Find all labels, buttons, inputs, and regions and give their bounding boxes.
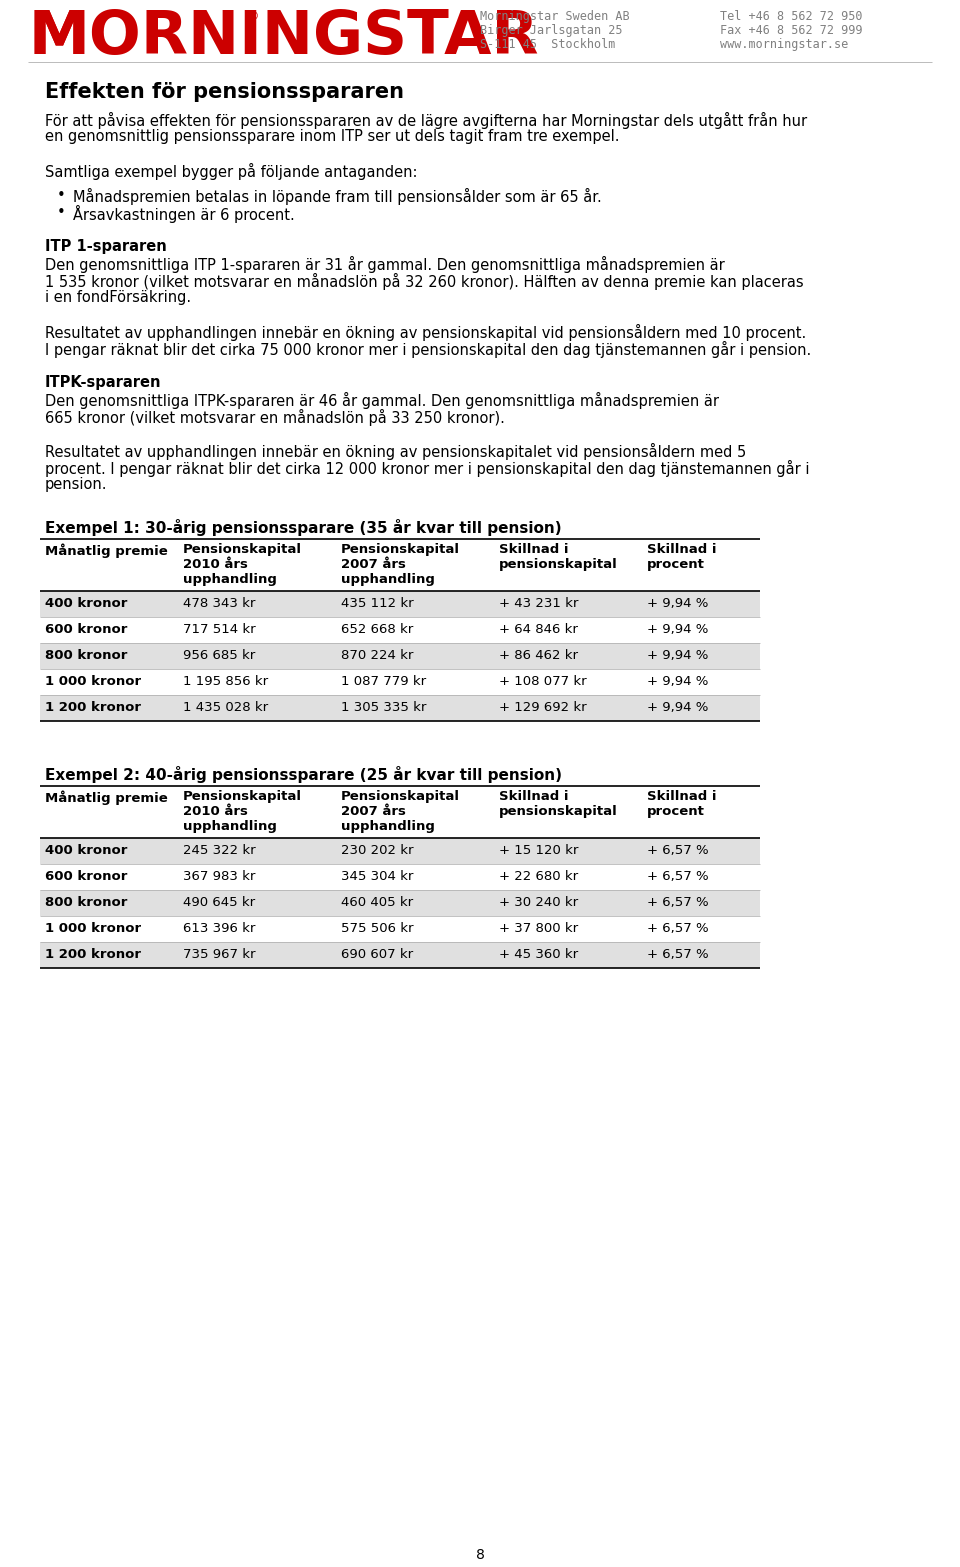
Text: •: •	[57, 188, 65, 204]
Bar	[40, 591, 760, 617]
Text: Resultatet av upphandlingen innebär en ökning av pensionskapitalet vid pensionså: Resultatet av upphandlingen innebär en ö…	[45, 443, 746, 461]
Text: MORNINGSTAR: MORNINGSTAR	[28, 8, 539, 67]
Text: För att påvisa effekten för pensionsspararen av de lägre avgifterna har Mornings: För att påvisa effekten för pensionsspar…	[45, 111, 807, 128]
Text: pension.: pension.	[45, 476, 108, 492]
Text: + 43 231 kr: + 43 231 kr	[499, 597, 578, 610]
Text: 230 202 kr: 230 202 kr	[341, 845, 414, 857]
Text: Fax +46 8 562 72 999: Fax +46 8 562 72 999	[720, 24, 862, 38]
Text: + 6,57 %: + 6,57 %	[647, 948, 708, 961]
Text: i en fondFörsäkring.: i en fondFörsäkring.	[45, 290, 191, 306]
Text: 1 000 kronor: 1 000 kronor	[45, 921, 141, 935]
Text: 478 343 kr: 478 343 kr	[183, 597, 255, 610]
Text: 1 200 kronor: 1 200 kronor	[45, 948, 141, 961]
Text: 1 305 335 kr: 1 305 335 kr	[341, 700, 426, 715]
Text: Pensionskapital
2007 års
upphandling: Pensionskapital 2007 års upphandling	[341, 790, 460, 834]
Text: + 6,57 %: + 6,57 %	[647, 845, 708, 857]
Text: 1 535 kronor (vilket motsvarar en månadslön på 32 260 kronor). Hälften av denna : 1 535 kronor (vilket motsvarar en månads…	[45, 273, 804, 290]
Text: + 6,57 %: + 6,57 %	[647, 921, 708, 935]
Text: Årsavkastningen är 6 procent.: Årsavkastningen är 6 procent.	[73, 205, 295, 223]
Text: Den genomsnittliga ITP 1-spararen är 31 år gammal. Den genomsnittliga månadsprem: Den genomsnittliga ITP 1-spararen är 31 …	[45, 255, 725, 273]
Text: 735 967 kr: 735 967 kr	[183, 948, 255, 961]
Text: Skillnad i
procent: Skillnad i procent	[647, 544, 716, 570]
Text: + 9,94 %: + 9,94 %	[647, 675, 708, 688]
Bar	[40, 838, 760, 863]
Text: + 9,94 %: + 9,94 %	[647, 649, 708, 661]
Text: + 129 692 kr: + 129 692 kr	[499, 700, 587, 715]
Text: + 22 680 kr: + 22 680 kr	[499, 870, 578, 882]
Text: Skillnad i
pensionskapital: Skillnad i pensionskapital	[499, 544, 617, 570]
Text: Skillnad i
pensionskapital: Skillnad i pensionskapital	[499, 790, 617, 818]
Text: Tel +46 8 562 72 950: Tel +46 8 562 72 950	[720, 9, 862, 24]
Text: ITPK-spararen: ITPK-spararen	[45, 375, 161, 390]
Text: + 6,57 %: + 6,57 %	[647, 870, 708, 882]
Text: 460 405 kr: 460 405 kr	[341, 896, 413, 909]
Text: Birger Jarlsgatan 25: Birger Jarlsgatan 25	[480, 24, 622, 38]
Text: Skillnad i
procent: Skillnad i procent	[647, 790, 716, 818]
Text: + 30 240 kr: + 30 240 kr	[499, 896, 578, 909]
Text: 600 kronor: 600 kronor	[45, 870, 128, 882]
Text: 8: 8	[475, 1548, 485, 1562]
Text: 690 607 kr: 690 607 kr	[341, 948, 413, 961]
Text: 600 kronor: 600 kronor	[45, 624, 128, 636]
Text: + 9,94 %: + 9,94 %	[647, 597, 708, 610]
Text: Exempel 2: 40-årig pensionssparare (25 år kvar till pension): Exempel 2: 40-årig pensionssparare (25 å…	[45, 766, 562, 784]
Text: 245 322 kr: 245 322 kr	[183, 845, 255, 857]
Text: Resultatet av upphandlingen innebär en ökning av pensionskapital vid pensionsåld: Resultatet av upphandlingen innebär en ö…	[45, 324, 806, 342]
Bar	[40, 642, 760, 669]
Text: + 37 800 kr: + 37 800 kr	[499, 921, 578, 935]
Text: Månadspremien betalas in löpande fram till pensionsålder som är 65 år.: Månadspremien betalas in löpande fram ti…	[73, 188, 602, 205]
Text: 367 983 kr: 367 983 kr	[183, 870, 255, 882]
Text: •: •	[57, 205, 65, 219]
Bar	[40, 942, 760, 968]
Text: ®: ®	[246, 9, 258, 24]
Text: 1 195 856 kr: 1 195 856 kr	[183, 675, 268, 688]
Text: 435 112 kr: 435 112 kr	[341, 597, 414, 610]
Bar	[40, 696, 760, 721]
Text: Exempel 1: 30-årig pensionssparare (35 år kvar till pension): Exempel 1: 30-årig pensionssparare (35 å…	[45, 519, 562, 536]
Text: 870 224 kr: 870 224 kr	[341, 649, 414, 661]
Text: 800 kronor: 800 kronor	[45, 649, 128, 661]
Text: Samtliga exempel bygger på följande antaganden:: Samtliga exempel bygger på följande anta…	[45, 163, 418, 180]
Text: Den genomsnittliga ITPK-spararen är 46 år gammal. Den genomsnittliga månadspremi: Den genomsnittliga ITPK-spararen är 46 å…	[45, 392, 719, 409]
Text: Pensionskapital
2010 års
upphandling: Pensionskapital 2010 års upphandling	[183, 544, 302, 586]
Text: www.morningstar.se: www.morningstar.se	[720, 38, 849, 52]
Text: Morningstar Sweden AB: Morningstar Sweden AB	[480, 9, 630, 24]
Text: 1 000 kronor: 1 000 kronor	[45, 675, 141, 688]
Text: Pensionskapital
2007 års
upphandling: Pensionskapital 2007 års upphandling	[341, 544, 460, 586]
Text: M: M	[28, 8, 89, 67]
Text: + 9,94 %: + 9,94 %	[647, 700, 708, 715]
Text: 400 kronor: 400 kronor	[45, 845, 128, 857]
Text: 575 506 kr: 575 506 kr	[341, 921, 414, 935]
Text: + 64 846 kr: + 64 846 kr	[499, 624, 578, 636]
Text: 1 435 028 kr: 1 435 028 kr	[183, 700, 268, 715]
Text: Månatlig premie: Månatlig premie	[45, 790, 168, 804]
Text: I pengar räknat blir det cirka 75 000 kronor mer i pensionskapital den dag tjäns: I pengar räknat blir det cirka 75 000 kr…	[45, 342, 811, 357]
Text: 1 087 779 kr: 1 087 779 kr	[341, 675, 426, 688]
Bar	[40, 890, 760, 917]
Text: 956 685 kr: 956 685 kr	[183, 649, 255, 661]
Text: Effekten för pensionsspararen: Effekten för pensionsspararen	[45, 81, 404, 102]
Text: + 108 077 kr: + 108 077 kr	[499, 675, 587, 688]
Text: S-111 45  Stockholm: S-111 45 Stockholm	[480, 38, 615, 52]
Text: + 6,57 %: + 6,57 %	[647, 896, 708, 909]
Text: + 9,94 %: + 9,94 %	[647, 624, 708, 636]
Text: procent. I pengar räknat blir det cirka 12 000 kronor mer i pensionskapital den : procent. I pengar räknat blir det cirka …	[45, 461, 809, 476]
Text: 1 200 kronor: 1 200 kronor	[45, 700, 141, 715]
Text: 652 668 kr: 652 668 kr	[341, 624, 413, 636]
Text: + 15 120 kr: + 15 120 kr	[499, 845, 578, 857]
Text: Månatlig premie: Månatlig premie	[45, 544, 168, 558]
Text: en genomsnittlig pensionssparare inom ITP ser ut dels tagit fram tre exempel.: en genomsnittlig pensionssparare inom IT…	[45, 128, 619, 144]
Text: 800 kronor: 800 kronor	[45, 896, 128, 909]
Text: 345 304 kr: 345 304 kr	[341, 870, 414, 882]
Text: 490 645 kr: 490 645 kr	[183, 896, 255, 909]
Text: 400 kronor: 400 kronor	[45, 597, 128, 610]
Text: 717 514 kr: 717 514 kr	[183, 624, 255, 636]
Text: 613 396 kr: 613 396 kr	[183, 921, 255, 935]
Text: + 86 462 kr: + 86 462 kr	[499, 649, 578, 661]
Text: ITP 1-spararen: ITP 1-spararen	[45, 240, 167, 254]
Text: + 45 360 kr: + 45 360 kr	[499, 948, 578, 961]
Text: 665 kronor (vilket motsvarar en månadslön på 33 250 kronor).: 665 kronor (vilket motsvarar en månadslö…	[45, 409, 505, 426]
Text: Pensionskapital
2010 års
upphandling: Pensionskapital 2010 års upphandling	[183, 790, 302, 834]
